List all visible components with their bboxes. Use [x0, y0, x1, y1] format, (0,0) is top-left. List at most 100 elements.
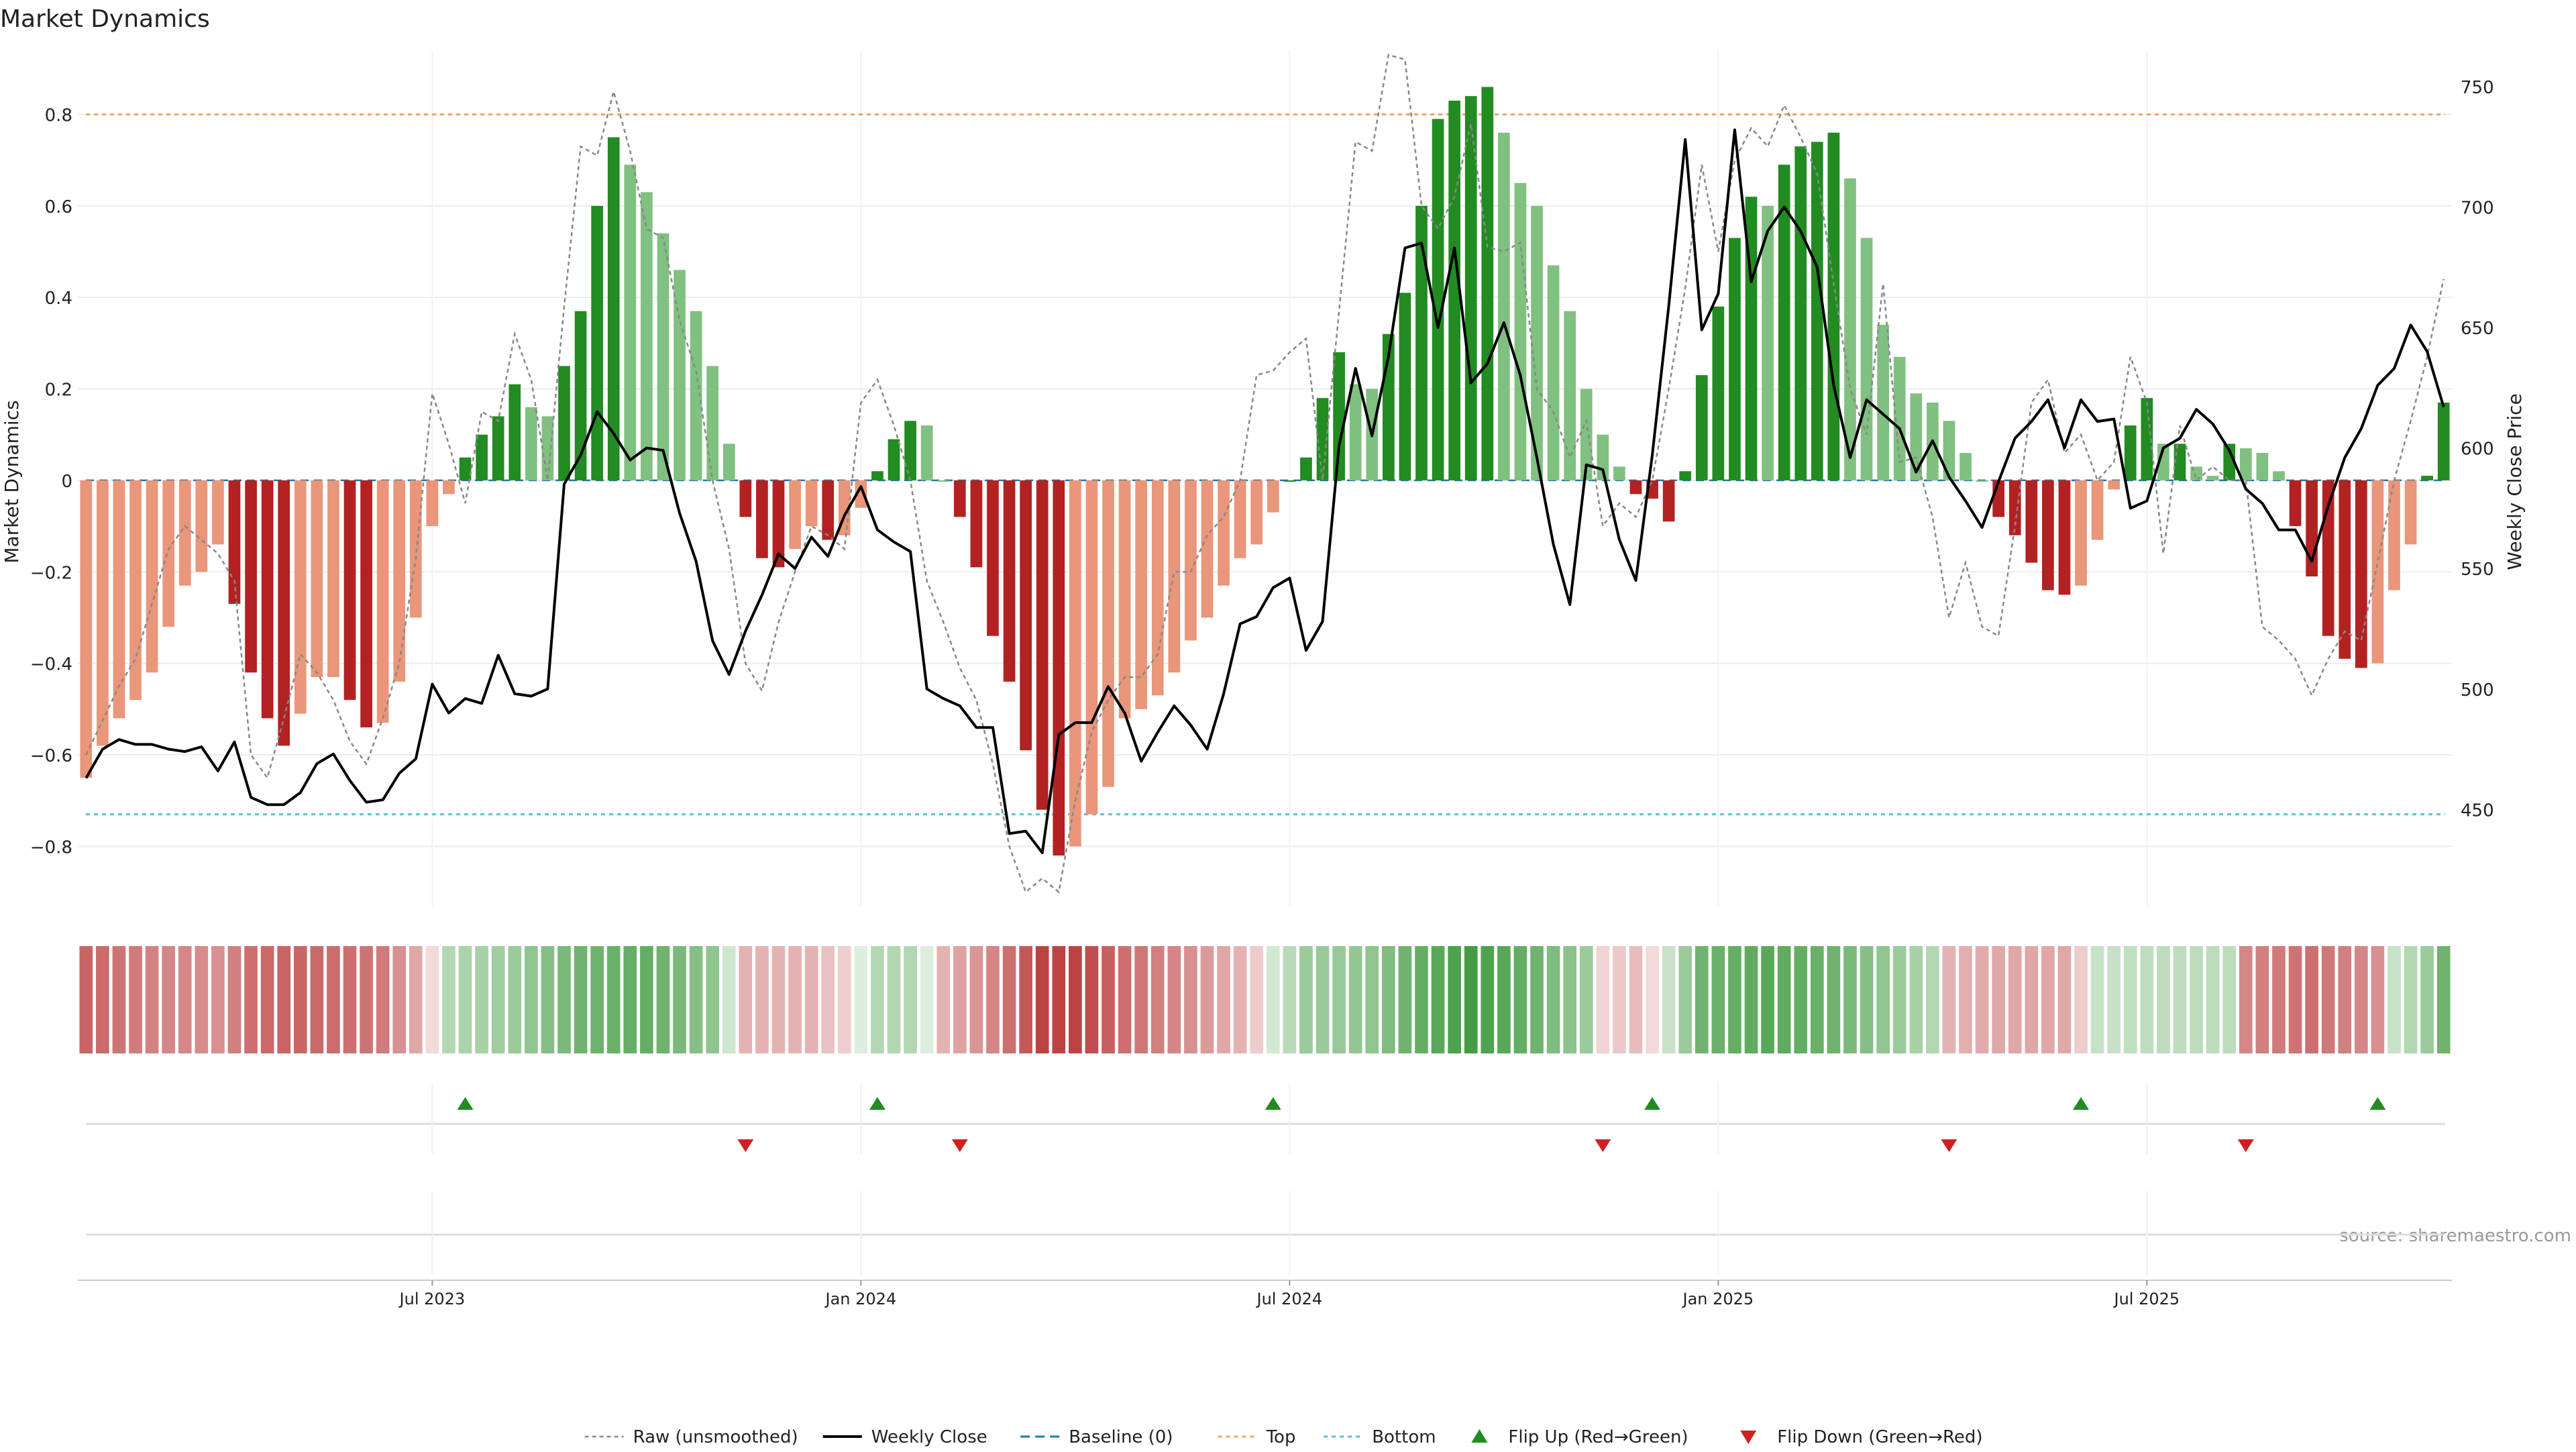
strip-cell — [1892, 946, 1907, 1053]
strip-cell — [1761, 946, 1774, 1053]
strip-cell — [2436, 946, 2451, 1053]
strip-cell — [145, 946, 159, 1053]
flip-down-marker — [951, 1139, 968, 1152]
bar — [2421, 476, 2433, 480]
strip-cell — [1365, 946, 1379, 1053]
strip-cell — [1299, 946, 1313, 1053]
bar — [1712, 306, 1725, 480]
strip-cell — [689, 946, 703, 1053]
bar — [1448, 101, 1460, 480]
bar — [393, 480, 406, 682]
strip-cell — [673, 946, 686, 1053]
bar — [1316, 398, 1329, 480]
strip-cell — [606, 946, 621, 1053]
bar — [789, 480, 801, 550]
strip-cell — [1134, 946, 1148, 1053]
strip-cell — [2321, 946, 2335, 1053]
strip-cell — [1513, 946, 1527, 1053]
legend-item: Baseline (0) — [1020, 1427, 1173, 1447]
strip-cell — [1415, 946, 1428, 1053]
source-note: source: sharemaestro.com — [2339, 1226, 2571, 1246]
bar — [2404, 480, 2417, 545]
strip-cell — [2288, 946, 2302, 1053]
legend-item: Weekly Close — [822, 1427, 987, 1447]
flip-down-marker — [737, 1139, 754, 1152]
strip-cell — [2255, 946, 2269, 1053]
strip-cell — [871, 946, 884, 1053]
strip-cell — [376, 946, 390, 1053]
bar — [1564, 311, 1576, 480]
regime-strip — [79, 946, 2451, 1053]
strip-cell — [904, 946, 917, 1053]
bar — [327, 480, 339, 678]
legend-item: Raw (unsmoothed) — [584, 1427, 798, 1447]
bar — [1778, 164, 1790, 480]
flip-up-marker — [1644, 1097, 1661, 1110]
bar — [607, 137, 620, 480]
bar — [1151, 480, 1164, 696]
bar — [311, 480, 323, 678]
empty-panel — [86, 1191, 2445, 1275]
bar — [1662, 480, 1675, 522]
right-tick-label: 750 — [2461, 78, 2494, 98]
strip-cell — [79, 946, 93, 1053]
flip-down-marker — [1941, 1139, 1957, 1152]
strip-cell — [2074, 946, 2088, 1053]
bar — [261, 480, 274, 719]
bar — [146, 480, 158, 673]
left-tick-label: −0.4 — [30, 655, 72, 675]
bar — [278, 480, 290, 746]
strip-cell — [1629, 946, 1643, 1053]
bar — [1399, 293, 1411, 480]
bar — [2437, 403, 2450, 480]
bar — [2339, 480, 2351, 659]
bar — [129, 480, 142, 701]
x-tick-label: Jan 2025 — [1681, 1290, 1754, 1308]
bar — [558, 366, 570, 480]
strip-cell — [2206, 946, 2220, 1053]
bar — [2273, 471, 2285, 480]
strip-cell — [1563, 946, 1576, 1053]
x-tick-label: Jul 2024 — [1256, 1290, 1323, 1308]
bar — [805, 480, 818, 527]
strip-cell — [1233, 946, 1247, 1053]
strip-cell — [1810, 946, 1824, 1053]
bar — [409, 480, 422, 618]
bar — [1020, 480, 1032, 751]
strip-cell — [1332, 946, 1346, 1053]
strip-cell — [195, 946, 209, 1053]
x-axis: Jul 2023 Jan 2024 Jul 2024 Jan 2025 Jul 2025 — [78, 1280, 2452, 1308]
bar — [1464, 96, 1477, 480]
strip-cell — [2305, 946, 2318, 1053]
strip-cell — [1909, 946, 1923, 1053]
bar — [1613, 466, 1625, 480]
right-tick-label: 700 — [2461, 198, 2494, 218]
bar — [2058, 480, 2071, 595]
strip-cell — [2354, 946, 2368, 1053]
strip-cell — [1481, 946, 1495, 1053]
bar — [294, 480, 307, 714]
strip-cell — [1217, 946, 1230, 1053]
strip-cell — [1942, 946, 1956, 1053]
legend-item: Bottom — [1324, 1427, 1436, 1447]
bar — [1960, 453, 1972, 480]
strip-cell — [1777, 946, 1791, 1053]
legend-label: Baseline (0) — [1069, 1427, 1173, 1447]
bar — [1893, 356, 1906, 480]
raw-line — [85, 54, 2445, 894]
strip-cell — [656, 946, 670, 1053]
bar — [722, 444, 735, 480]
left-tick-label: 0.4 — [45, 289, 72, 309]
bar — [360, 480, 372, 728]
strip-cell — [2123, 946, 2137, 1053]
bar — [343, 480, 356, 701]
bar — [2256, 453, 2269, 480]
strip-cell — [1283, 946, 1297, 1053]
bar — [690, 311, 702, 480]
bar — [1118, 480, 1131, 719]
bar — [1745, 197, 1758, 480]
right-tick-label: 600 — [2461, 439, 2494, 460]
strip-cell — [525, 946, 538, 1053]
bar — [2289, 480, 2302, 527]
